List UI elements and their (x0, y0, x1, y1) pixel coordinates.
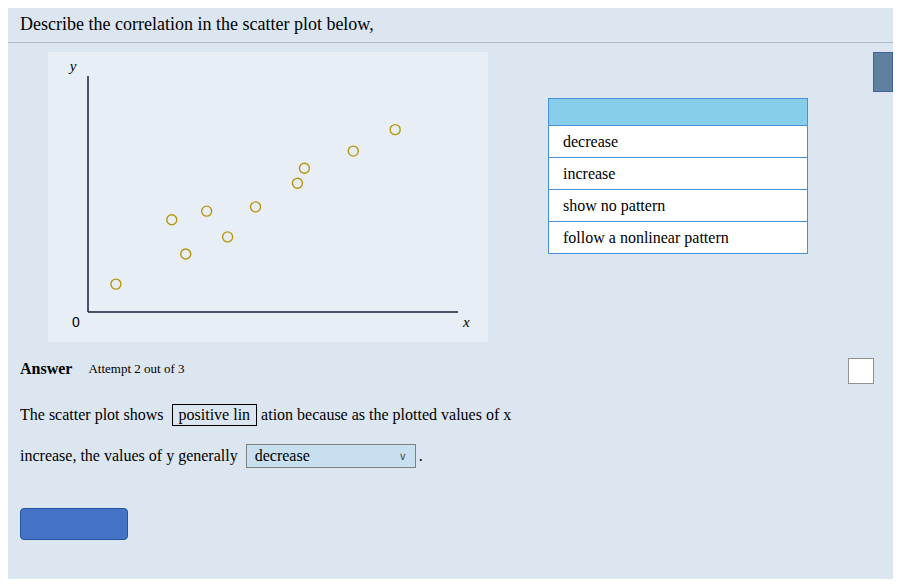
html-text:show no pattern: show no pattern (563, 196, 666, 214)
html-text:positive lin: positive lin (178, 406, 251, 423)
html-text:Describe the correlation in th: Describe the correlation in the scatter … (20, 14, 374, 34)
html-text:ation because as the plotted v: ation because as the plotted values of x (261, 406, 512, 423)
html-text:decrease: decrease (254, 447, 310, 464)
html-text:Attempt 2 out of 3: Attempt 2 out of 3 (88, 361, 185, 376)
html-text:0: 0 (72, 314, 80, 330)
html-text:increase, the values of y gene: increase, the values of y generally (20, 447, 238, 464)
svg-text:x: x (462, 314, 470, 330)
html-text:increase: increase (563, 164, 616, 182)
html-text:decrease: decrease (563, 132, 619, 150)
html-text:Answer: Answer (20, 360, 73, 377)
svg-text:y: y (68, 58, 77, 74)
html-text:The scatter plot shows: The scatter plot shows (20, 406, 164, 423)
html-text:follow a nonlinear pattern: follow a nonlinear pattern (563, 228, 729, 246)
